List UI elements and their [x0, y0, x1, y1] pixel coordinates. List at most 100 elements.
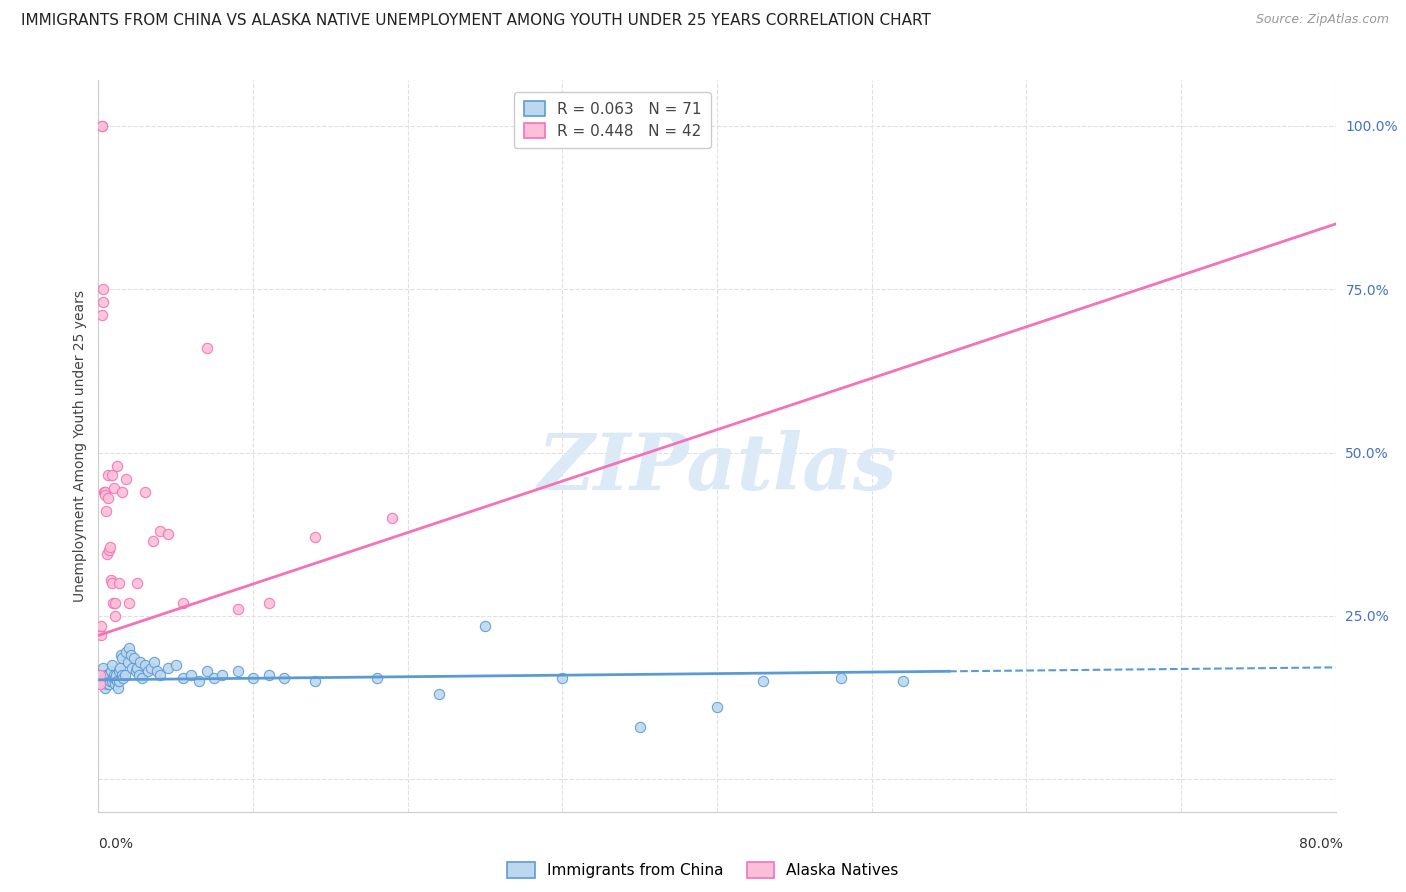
Y-axis label: Unemployment Among Youth under 25 years: Unemployment Among Youth under 25 years: [73, 290, 87, 602]
Point: [115, 472, 138, 486]
Point: [242, 671, 264, 685]
Point: [128, 667, 150, 681]
Point: [107, 665, 129, 679]
Point: [98, 674, 121, 689]
Point: [304, 530, 326, 544]
Point: [89, 667, 111, 681]
Point: [118, 641, 141, 656]
Text: IMMIGRANTS FROM CHINA VS ALASKA NATIVE UNEMPLOYMENT AMONG YOUTH UNDER 25 YEARS C: IMMIGRANTS FROM CHINA VS ALASKA NATIVE U…: [21, 13, 931, 29]
Point: [91, 119, 114, 133]
Point: [98, 540, 121, 554]
Point: [226, 665, 249, 679]
Point: [105, 458, 128, 473]
Point: [100, 576, 122, 591]
Point: [111, 667, 134, 681]
Text: 80.0%: 80.0%: [1299, 837, 1343, 851]
Point: [114, 667, 136, 681]
Point: [551, 671, 574, 685]
Point: [108, 661, 131, 675]
Point: [90, 667, 112, 681]
Point: [120, 648, 142, 662]
Point: [104, 677, 127, 691]
Point: [474, 618, 496, 632]
Point: [93, 484, 115, 499]
Point: [101, 657, 124, 672]
Point: [105, 667, 128, 681]
Point: [110, 648, 132, 662]
Point: [195, 665, 218, 679]
Point: [127, 661, 149, 675]
Point: [101, 671, 124, 685]
Text: 0.0%: 0.0%: [98, 837, 134, 851]
Point: [141, 533, 165, 548]
Point: [157, 527, 180, 541]
Point: [143, 655, 166, 669]
Point: [90, 309, 112, 323]
Point: [131, 671, 153, 685]
Point: [90, 677, 112, 691]
Point: [121, 661, 143, 675]
Point: [891, 674, 914, 689]
Point: [112, 671, 135, 685]
Point: [91, 661, 114, 675]
Point: [104, 671, 127, 685]
Point: [97, 671, 120, 685]
Point: [93, 484, 115, 499]
Point: [273, 671, 295, 685]
Legend: Immigrants from China, Alaska Natives: Immigrants from China, Alaska Natives: [502, 856, 904, 884]
Point: [127, 576, 149, 591]
Point: [134, 484, 156, 499]
Point: [136, 665, 159, 679]
Point: [97, 667, 120, 681]
Point: [111, 484, 132, 499]
Point: [134, 657, 156, 672]
Point: [257, 596, 280, 610]
Point: [204, 671, 226, 685]
Point: [188, 674, 211, 689]
Point: [100, 573, 122, 587]
Point: [96, 667, 118, 681]
Point: [96, 677, 118, 691]
Point: [752, 674, 775, 689]
Point: [104, 596, 127, 610]
Point: [91, 295, 114, 310]
Point: [101, 596, 124, 610]
Point: [91, 282, 114, 296]
Point: [103, 667, 125, 681]
Text: Source: ZipAtlas.com: Source: ZipAtlas.com: [1256, 13, 1389, 27]
Point: [149, 667, 172, 681]
Point: [93, 681, 115, 695]
Point: [172, 596, 194, 610]
Point: [304, 674, 326, 689]
Point: [226, 602, 249, 616]
Point: [118, 596, 141, 610]
Point: [94, 488, 117, 502]
Point: [90, 119, 112, 133]
Point: [381, 511, 404, 525]
Point: [211, 667, 233, 681]
Point: [97, 468, 120, 483]
Point: [195, 341, 218, 355]
Point: [96, 504, 118, 518]
Point: [98, 677, 121, 691]
Point: [94, 674, 117, 689]
Point: [129, 655, 152, 669]
Point: [89, 674, 111, 689]
Point: [89, 671, 111, 685]
Point: [122, 651, 145, 665]
Text: ZIPatlas: ZIPatlas: [537, 430, 897, 506]
Point: [172, 671, 194, 685]
Point: [104, 608, 127, 623]
Point: [93, 671, 115, 685]
Point: [90, 628, 112, 642]
Point: [180, 667, 202, 681]
Point: [107, 681, 129, 695]
Point: [257, 667, 280, 681]
Point: [100, 665, 122, 679]
Point: [149, 524, 172, 538]
Point: [97, 491, 120, 506]
Point: [105, 674, 128, 689]
Point: [706, 700, 728, 714]
Point: [427, 687, 450, 701]
Point: [89, 677, 111, 691]
